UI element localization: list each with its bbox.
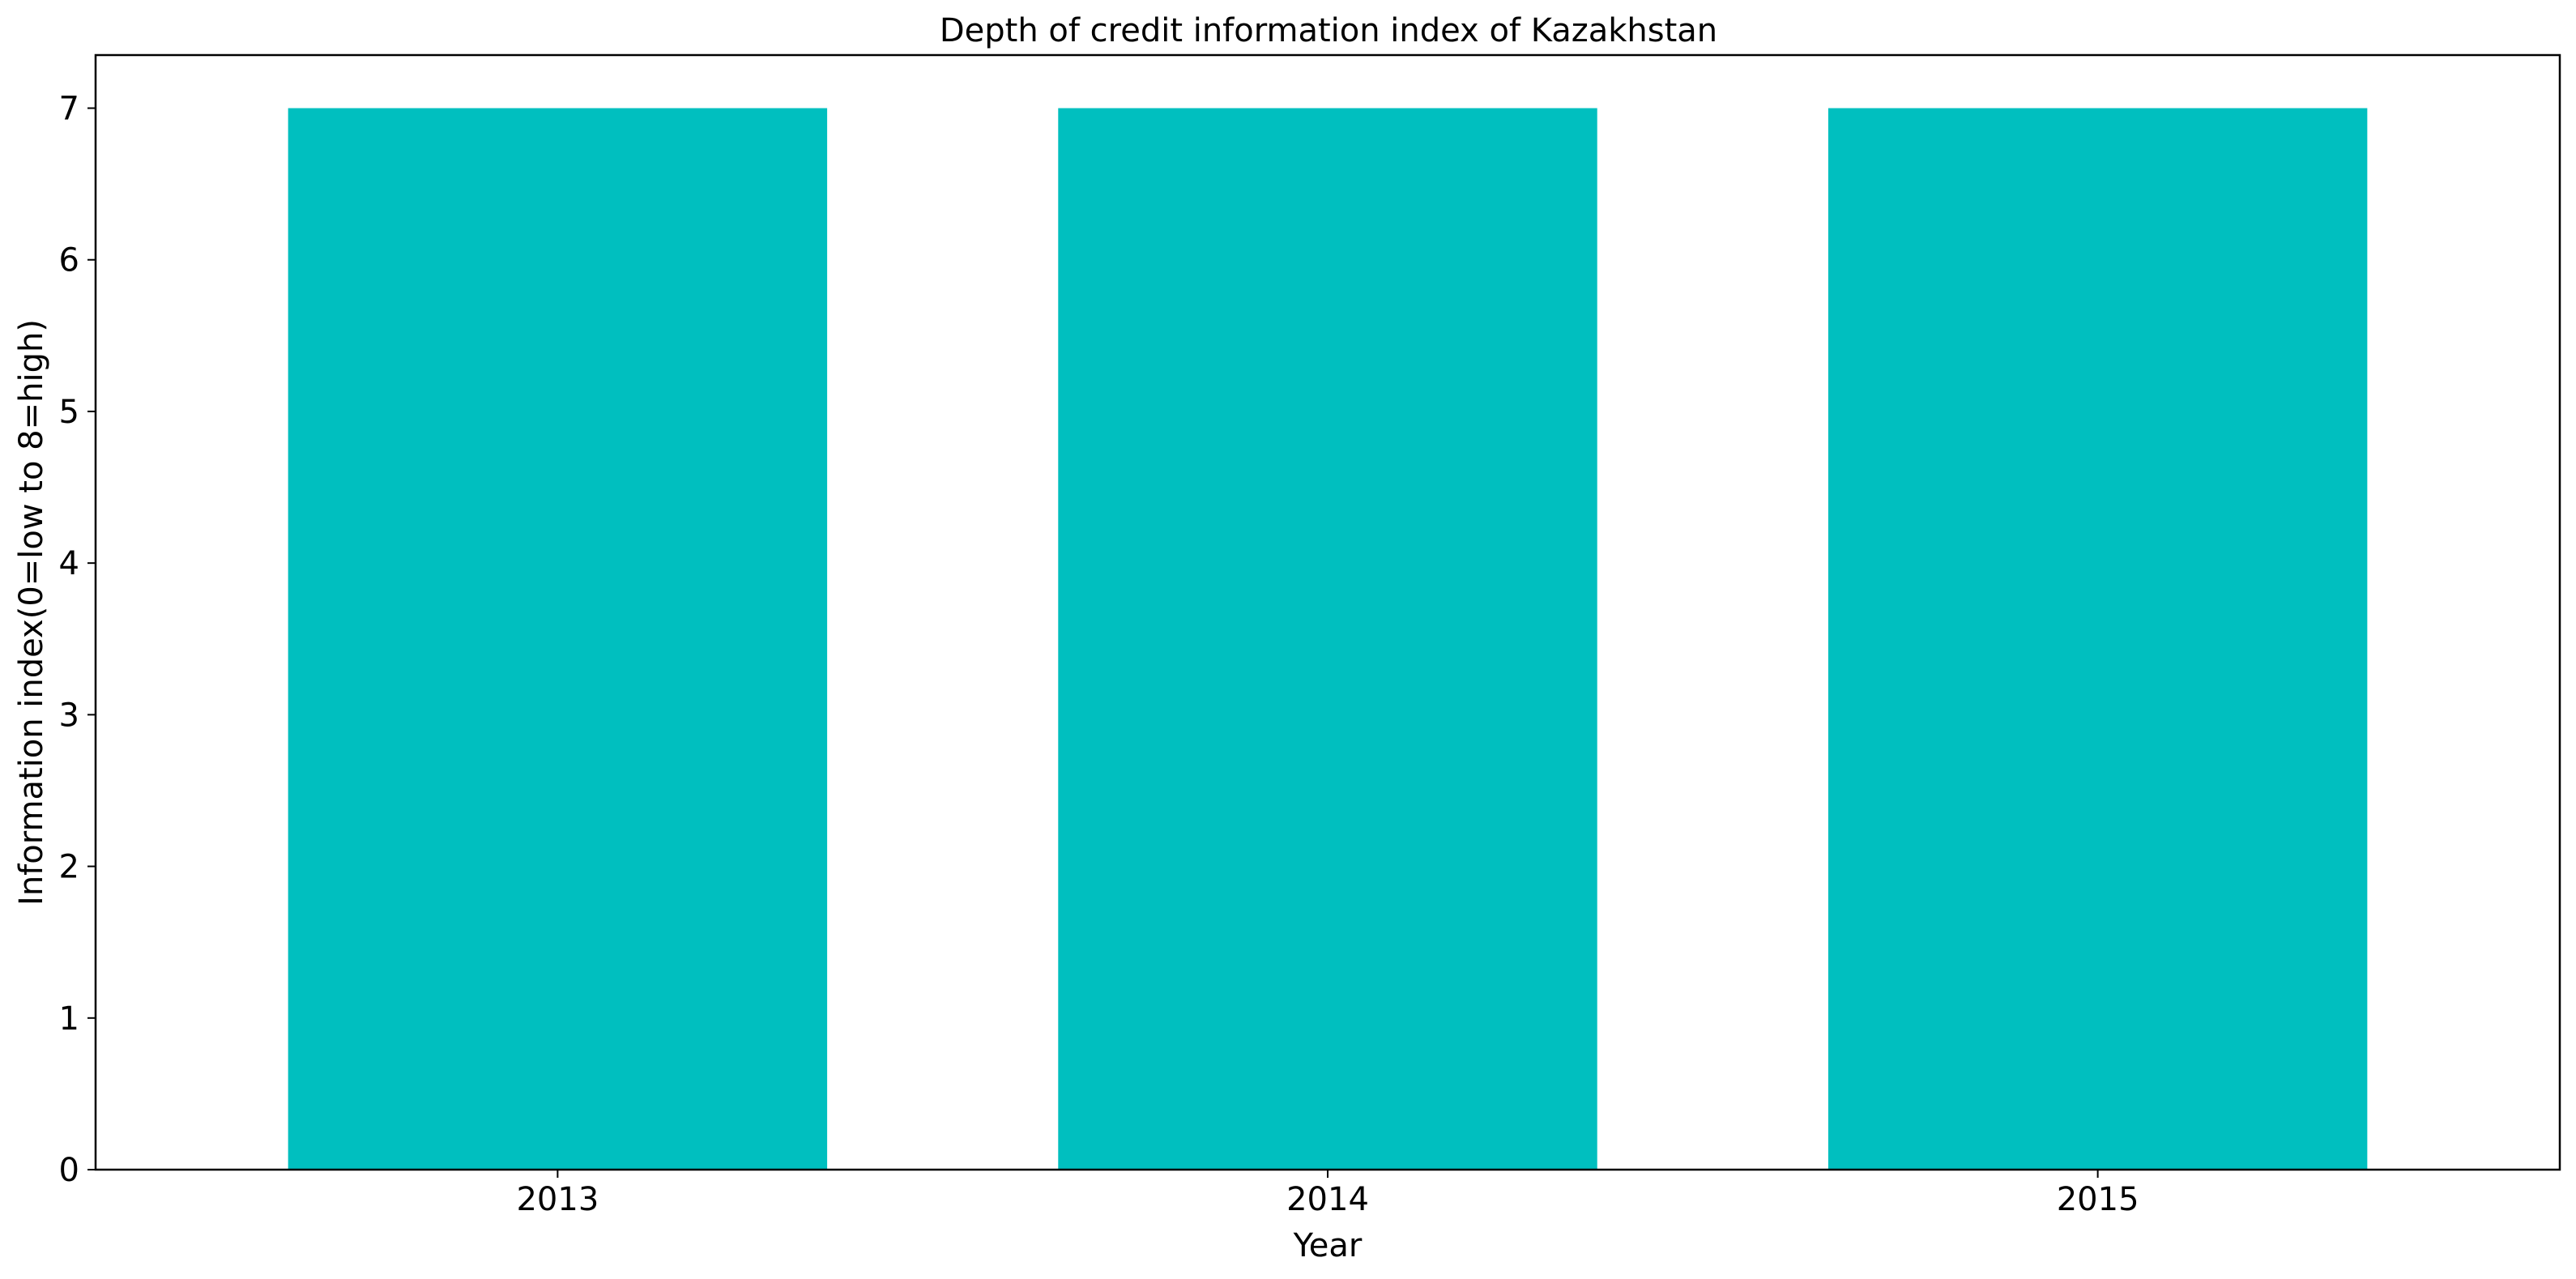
- y-tick-label: 5: [59, 394, 79, 431]
- plot-area-frame: [94, 53, 2561, 1171]
- bar-2013: [288, 108, 828, 1170]
- bar-2014: [1058, 108, 1597, 1170]
- x-axis-ticks: 2013 2014 2015: [516, 1170, 2139, 1218]
- x-tick-label: 2015: [2057, 1181, 2139, 1218]
- y-tick-label: 0: [59, 1152, 79, 1189]
- y-tick-label: 7: [59, 91, 79, 128]
- y-axis-label: Information index(0=low to 8=high): [13, 319, 50, 906]
- bars: [288, 108, 2368, 1170]
- y-tick-label: 6: [59, 242, 79, 279]
- x-axis-label: Year: [1293, 1227, 1363, 1264]
- x-tick-label: 2013: [516, 1181, 599, 1218]
- y-tick-label: 4: [59, 545, 79, 582]
- y-tick-label: 1: [59, 1000, 79, 1038]
- bar-2015: [1828, 108, 2368, 1170]
- y-tick-label: 2: [59, 849, 79, 886]
- y-tick-label: 3: [59, 697, 79, 734]
- x-tick-label: 2014: [1286, 1181, 1369, 1218]
- y-axis-ticks: 0 1 2 3 4 5 6 7: [59, 91, 96, 1189]
- chart-title: Depth of credit information index of Kaz…: [940, 12, 1717, 49]
